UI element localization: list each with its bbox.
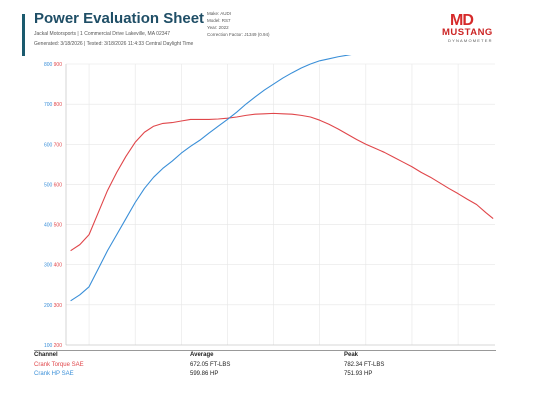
y-left-tick-label: 800	[44, 62, 53, 68]
row-average: 599.86 HP	[190, 371, 219, 377]
mustang-dynamometer-logo: MD MUSTANG DYNAMOMETER	[442, 12, 516, 44]
y-left-tick-label: 700	[44, 102, 53, 108]
page-title: Power Evaluation Sheet	[34, 10, 205, 27]
y-right-tick-label: 600	[54, 182, 63, 188]
row-channel: Crank Torque SAE	[34, 362, 84, 368]
y-left-tick-label: 500	[44, 182, 53, 188]
y-left-tick-label: 100	[44, 343, 53, 349]
y-right-tick-label: 200	[54, 343, 63, 349]
row-channel: Crank HP SAE	[34, 371, 74, 377]
header-channel: Channel	[34, 352, 58, 358]
chart-grid	[66, 63, 495, 346]
table-header-row: Channel Average Peak	[34, 352, 494, 361]
y-left-tick-label: 600	[44, 142, 53, 148]
shop-address: Jackal Motorsports | 1 Commercial Drive …	[34, 31, 171, 37]
header-accent-bar	[22, 14, 25, 56]
vehicle-year: Year: 2022	[207, 25, 229, 30]
table-row: Crank HP SAE 599.86 HP 751.93 HP	[34, 371, 494, 380]
summary-table: Channel Average Peak Crank Torque SAE 67…	[34, 352, 494, 380]
vehicle-model: Model: RS7	[207, 18, 231, 23]
y-right-tick-label: 900	[54, 62, 63, 68]
table-row: Crank Torque SAE 672.05 FT-LBS 782.34 FT…	[34, 362, 494, 371]
logo-mark: MD	[450, 12, 474, 29]
y-right-tick-label: 800	[54, 102, 63, 108]
header-average: Average	[190, 352, 214, 358]
logo-subtitle: DYNAMOMETER	[448, 38, 493, 43]
y-right-tick-label: 500	[54, 223, 63, 229]
chart-series	[70, 55, 494, 302]
test-timestamp: Generated: 3/18/2026 | Tested: 3/18/2026…	[34, 41, 194, 47]
logo-name: MUSTANG	[442, 27, 493, 38]
vehicle-make: Make: AUDI	[207, 11, 232, 16]
hp-series-line	[70, 55, 352, 302]
y-right-tick-label: 300	[54, 303, 63, 309]
y-left-tick-label: 400	[44, 223, 53, 229]
header-peak: Peak	[344, 352, 359, 358]
row-peak: 782.34 FT-LBS	[344, 362, 385, 368]
row-average: 672.05 FT-LBS	[190, 362, 231, 368]
y-left-tick-label: 300	[44, 263, 53, 269]
y-right-tick-label: 400	[54, 263, 63, 269]
row-peak: 751.93 HP	[344, 371, 373, 377]
y-left-tick-label: 200	[44, 303, 53, 309]
torque-series-line	[70, 112, 494, 252]
correction-factor: Correction Factor: J1349 (0.94)	[207, 32, 270, 37]
y-right-tick-label: 700	[54, 142, 63, 148]
table-top-divider	[34, 350, 496, 351]
